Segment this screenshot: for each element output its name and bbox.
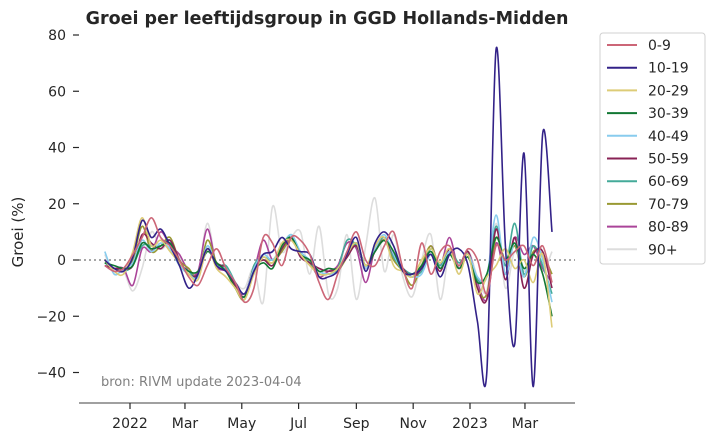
legend-item: 50-59 — [607, 152, 689, 168]
series-line-60-69 — [104, 222, 553, 301]
legend-label: 50-59 — [648, 152, 689, 168]
legend-item: 10-19 — [607, 61, 689, 77]
series-line-20-29 — [104, 216, 553, 328]
legend-item: 20-29 — [607, 83, 689, 99]
chart-title: Groei per leeftijdsgroup in GGD Hollands… — [86, 9, 569, 29]
y-tick-label: 20 — [48, 197, 66, 213]
legend-item: 80-89 — [607, 220, 689, 236]
y-tick-label: −40 — [36, 366, 66, 382]
legend-item: 30-39 — [607, 106, 689, 122]
legend: 0-9 10-19 20-29 30-39 40-49 50-59 60-69 70-79 80… — [599, 32, 706, 265]
legend-label: 0-9 — [648, 38, 671, 54]
series-line-0-9 — [104, 216, 553, 304]
legend-label: 30-39 — [648, 106, 689, 122]
series-lines — [104, 46, 553, 388]
legend-label: 80-89 — [648, 220, 689, 236]
x-tick-label: 2023 — [452, 416, 488, 432]
legend-label: 70-79 — [648, 197, 689, 213]
series-line-70-79 — [104, 225, 553, 301]
legend-item: 70-79 — [607, 197, 689, 213]
legend-item: 40-49 — [607, 129, 689, 145]
legend-label: 90+ — [648, 242, 678, 258]
legend-item: 90+ — [607, 242, 678, 258]
x-tick-label: 2022 — [112, 416, 148, 432]
legend-label: 20-29 — [648, 83, 689, 99]
legend-label: 60-69 — [648, 174, 689, 190]
x-tick-label: Mar — [172, 416, 199, 432]
series-line-10-19 — [104, 46, 553, 388]
x-tick-label: Nov — [400, 416, 427, 432]
series-line-40-49 — [104, 214, 553, 303]
x-tick-label: May — [227, 416, 256, 432]
y-tick-label: 40 — [48, 141, 66, 157]
legend-item: 60-69 — [607, 174, 689, 190]
x-tick-label: Jul — [289, 416, 307, 432]
y-axis-label: Groei (%) — [9, 197, 27, 268]
legend-label: 10-19 — [648, 61, 689, 77]
x-axis: 2022 Mar May Jul Sep Nov 2023 Mar — [79, 402, 575, 432]
y-axis: −40 −20 0 20 40 60 80 — [36, 28, 79, 382]
legend-item: 0-9 — [607, 38, 671, 54]
x-tick-label: Sep — [343, 416, 370, 432]
x-tick-label: Mar — [512, 416, 539, 432]
source-annotation: bron: RIVM update 2023-04-04 — [101, 375, 302, 390]
y-tick-label: 60 — [48, 84, 66, 100]
y-tick-label: 0 — [57, 253, 66, 269]
y-tick-label: −20 — [36, 309, 66, 325]
legend-label: 40-49 — [648, 129, 689, 145]
y-tick-label: 80 — [48, 28, 66, 44]
